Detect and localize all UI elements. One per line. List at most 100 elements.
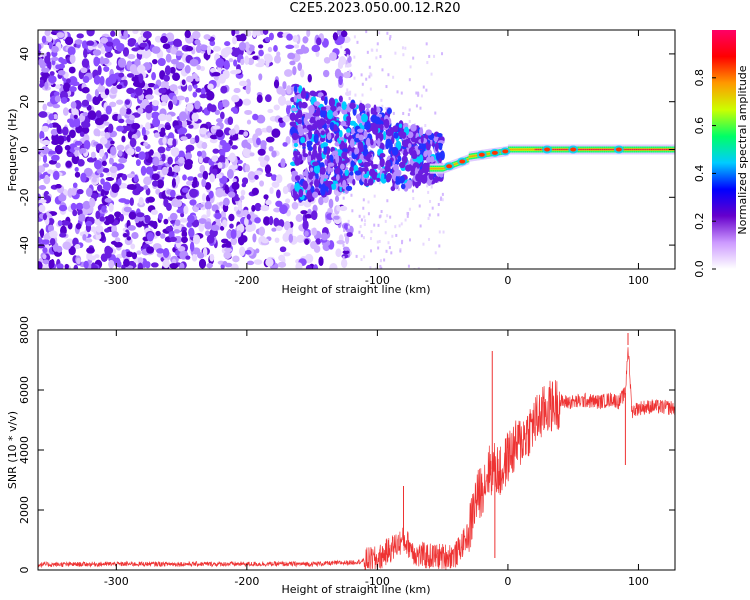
heatmap-cell (182, 174, 187, 181)
heatmap-cell (51, 45, 59, 53)
heatmap-cell (431, 206, 434, 210)
heatmap-cell (90, 226, 97, 233)
heatmap-cell (486, 153, 488, 155)
heatmap-cell (578, 148, 580, 151)
heatmap-cell (129, 197, 134, 206)
heatmap-cell (127, 40, 135, 47)
heatmap-cell (236, 230, 242, 238)
heatmap-cell (600, 148, 602, 151)
heatmap-cell (363, 144, 368, 150)
heatmap-cell (313, 133, 319, 144)
heatmap-cell (236, 159, 243, 164)
heatmap-cell (342, 71, 351, 79)
heatmap-cell (398, 123, 403, 129)
heatmap-cell (394, 51, 397, 55)
heatmap-cell (226, 230, 233, 239)
heatmap-cell (340, 45, 343, 49)
heatmap-cell (370, 138, 374, 146)
heatmap-cell (535, 148, 537, 151)
heatmap-cell (202, 247, 208, 258)
heatmap-cell (223, 251, 232, 259)
heatmap-cell (271, 181, 280, 188)
heatmap-cell (252, 30, 257, 38)
heatmap-cell (306, 142, 312, 149)
heatmap-cell (313, 264, 319, 269)
heatmap-cell (257, 44, 264, 49)
heatmap-cell (440, 167, 442, 170)
heatmap-cell (512, 148, 514, 151)
heatmap-cell (329, 52, 337, 61)
heatmap-cell (215, 129, 224, 138)
heatmap-cell (366, 146, 369, 150)
heatmap-cell (230, 229, 237, 240)
heatmap-cell (217, 162, 223, 169)
heatmap-cell (612, 148, 615, 151)
heatmap-cell (227, 116, 234, 125)
heatmap-cell (240, 235, 248, 243)
heatmap-cell (588, 148, 591, 151)
heatmap-cell (187, 176, 195, 181)
heatmap-cell (341, 107, 348, 115)
heatmap-blob (459, 159, 466, 164)
heatmap-cell (41, 35, 47, 44)
heatmap-cell (145, 122, 151, 131)
heatmap-cell (629, 148, 631, 151)
heatmap-cell (525, 148, 527, 151)
heatmap-cell (415, 91, 418, 95)
heatmap-cell (289, 112, 296, 121)
heatmap-cell (244, 55, 250, 65)
heatmap-cell (646, 148, 648, 151)
heatmap-cell (198, 218, 207, 224)
heatmap-cell (286, 85, 292, 95)
heatmap-cell (285, 135, 291, 145)
heatmap-cell (659, 148, 662, 151)
heatmap-cell (238, 80, 248, 87)
heatmap-cell (579, 148, 581, 151)
heatmap-cell (363, 215, 366, 219)
heatmap-cell (263, 216, 271, 226)
heatmap-cell (320, 232, 329, 241)
heatmap-cell (320, 95, 325, 101)
heatmap-cell (627, 148, 629, 151)
heatmap-cell (38, 184, 47, 191)
heatmap-cell (38, 111, 48, 118)
heatmap-cell (252, 113, 259, 121)
heatmap-cell (178, 111, 188, 122)
heatmap-cell (357, 159, 363, 164)
heatmap-cell (408, 119, 411, 123)
heatmap-cell (641, 148, 643, 151)
heatmap-cell (605, 148, 607, 151)
heatmap-cell (267, 108, 274, 114)
heatmap-cell (122, 47, 130, 57)
heatmap-cell (99, 148, 105, 158)
heatmap-cell (117, 178, 122, 186)
heatmap-cell (77, 159, 85, 167)
heatmap-cell (350, 160, 355, 169)
heatmap-cell (312, 149, 318, 158)
heatmap-cell (136, 64, 146, 74)
heatmap-cell (631, 148, 633, 151)
heatmap-cell (329, 121, 335, 131)
heatmap-cell (229, 223, 234, 229)
heatmap-cell (48, 123, 54, 129)
heatmap-cell (348, 96, 351, 100)
heatmap-cell (401, 46, 404, 50)
heatmap-cell (380, 173, 385, 181)
heatmap-cell (353, 55, 356, 59)
heatmap-cell (209, 134, 219, 140)
heatmap-cell (412, 56, 415, 60)
snr-ytick-label: 6000 (18, 376, 31, 404)
heatmap-cell (425, 129, 433, 136)
heatmap-cell (157, 113, 167, 122)
heatmap-cell (242, 177, 249, 185)
heatmap-cell (385, 85, 388, 89)
heatmap-cell (258, 49, 264, 57)
heatmap-cell (341, 254, 349, 259)
heatmap-cell (404, 218, 407, 222)
heatmap-cell (362, 170, 365, 174)
heatmap-cell (146, 196, 155, 203)
heatmap-cell (373, 194, 376, 198)
heatmap-cell (72, 237, 79, 246)
heatmap-cell (379, 157, 385, 168)
heatmap-cell (350, 251, 353, 255)
